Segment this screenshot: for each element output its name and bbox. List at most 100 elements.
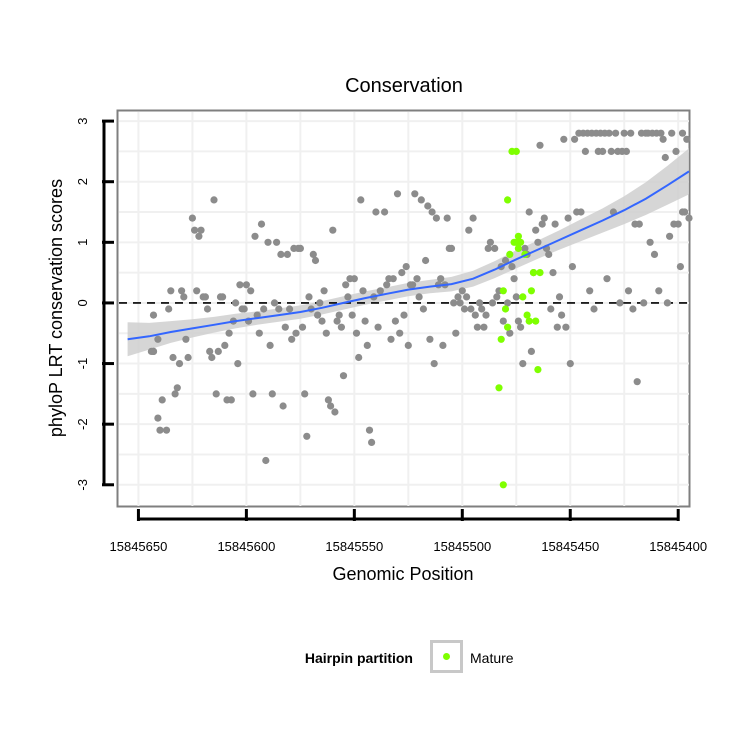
data-point-other bbox=[624, 287, 633, 295]
data-point-other bbox=[517, 323, 525, 331]
data-point-other bbox=[264, 238, 272, 246]
data-point-other bbox=[504, 299, 512, 307]
data-point-other bbox=[422, 256, 430, 265]
data-point-other bbox=[510, 275, 518, 283]
data-point-other bbox=[188, 214, 196, 222]
data-point-mature bbox=[512, 147, 520, 155]
data-point-other bbox=[257, 220, 266, 228]
data-point-other bbox=[236, 281, 244, 289]
data-point-other bbox=[622, 147, 631, 155]
data-point-other bbox=[666, 232, 674, 240]
data-point-other bbox=[165, 305, 173, 313]
data-point-other bbox=[286, 305, 294, 313]
data-point-other bbox=[331, 408, 339, 416]
legend-title: Hairpin partition bbox=[305, 650, 413, 666]
data-point-other bbox=[655, 287, 663, 295]
x-axis-label: Genomic Position bbox=[332, 564, 473, 584]
data-point-other bbox=[527, 347, 536, 355]
data-point-other bbox=[465, 226, 473, 234]
data-point-other bbox=[206, 347, 214, 355]
data-point-other bbox=[314, 311, 322, 319]
data-point-other bbox=[339, 372, 348, 380]
data-point-other bbox=[381, 208, 389, 216]
data-point-other bbox=[674, 220, 682, 228]
data-point-other bbox=[309, 250, 317, 258]
data-point-other bbox=[316, 299, 324, 307]
data-point-other bbox=[478, 305, 486, 313]
data-point-other bbox=[419, 305, 427, 313]
data-point-other bbox=[387, 335, 395, 343]
y-tick-label: 0 bbox=[75, 299, 90, 306]
data-point-other bbox=[473, 323, 481, 331]
data-point-other bbox=[668, 129, 676, 137]
data-point-other bbox=[175, 360, 184, 368]
data-point-other bbox=[156, 426, 164, 434]
data-point-other bbox=[454, 293, 462, 301]
data-point-other bbox=[672, 147, 680, 155]
data-point-other bbox=[480, 323, 488, 331]
smooth-trend-line bbox=[127, 170, 690, 341]
x-tick-label: 15845450 bbox=[541, 539, 599, 554]
data-point-other bbox=[586, 287, 594, 295]
data-point-mature bbox=[527, 287, 536, 295]
data-point-other bbox=[255, 329, 263, 337]
data-point-other bbox=[320, 287, 328, 295]
data-point-other bbox=[193, 287, 201, 295]
data-point-mature bbox=[514, 232, 523, 240]
data-point-other bbox=[365, 426, 374, 434]
data-point-other bbox=[400, 311, 408, 319]
x-axis: 15845650 15845600 15845550 15845500 15845450… bbox=[110, 509, 707, 554]
confidence-ribbon-layer bbox=[127, 148, 690, 357]
data-point-other bbox=[374, 323, 382, 331]
data-point-mature bbox=[499, 481, 507, 489]
data-point-mature bbox=[529, 269, 538, 277]
data-point-other bbox=[335, 311, 343, 319]
data-point-other bbox=[432, 214, 440, 222]
data-point-other bbox=[501, 256, 510, 265]
data-point-other bbox=[227, 396, 235, 404]
data-point-other bbox=[553, 323, 561, 331]
data-point-other bbox=[180, 293, 188, 301]
data-point-other bbox=[372, 208, 380, 216]
data-point-other bbox=[616, 299, 624, 307]
data-point-other bbox=[545, 250, 553, 258]
data-point-mature bbox=[517, 238, 525, 246]
data-point-other bbox=[458, 287, 466, 295]
chart-title: Conservation bbox=[345, 75, 463, 97]
data-point-other bbox=[225, 329, 233, 337]
data-point-other bbox=[318, 317, 326, 325]
data-point-other bbox=[203, 305, 212, 313]
data-point-other bbox=[676, 263, 685, 271]
data-point-other bbox=[296, 244, 304, 252]
data-point-other bbox=[482, 311, 490, 319]
data-point-other bbox=[627, 129, 635, 137]
data-point-other bbox=[514, 317, 523, 325]
data-point-other bbox=[355, 353, 363, 362]
data-point-other bbox=[357, 196, 365, 204]
data-point-other bbox=[337, 323, 345, 331]
data-point-other bbox=[519, 360, 527, 368]
data-point-other bbox=[560, 135, 568, 143]
data-point-other bbox=[402, 263, 410, 271]
data-point-other bbox=[251, 232, 259, 240]
data-point-other bbox=[201, 293, 209, 301]
data-point-other bbox=[450, 299, 458, 307]
plot-panel bbox=[116, 109, 691, 508]
data-point-other bbox=[361, 317, 369, 325]
data-point-other bbox=[409, 281, 417, 289]
data-point-other bbox=[663, 299, 672, 307]
data-point-mature bbox=[504, 196, 512, 204]
data-point-other bbox=[324, 396, 332, 404]
data-point-other bbox=[363, 341, 371, 349]
legend-key-mature-dot bbox=[443, 653, 450, 660]
data-point-other bbox=[551, 220, 559, 228]
data-point-other bbox=[352, 329, 361, 337]
data-point-other bbox=[262, 456, 270, 465]
data-point-other bbox=[413, 275, 421, 283]
data-point-other bbox=[484, 244, 492, 252]
data-point-mature bbox=[499, 287, 507, 295]
data-point-other bbox=[532, 226, 540, 234]
data-point-other bbox=[242, 281, 250, 289]
data-point-other bbox=[558, 311, 566, 319]
